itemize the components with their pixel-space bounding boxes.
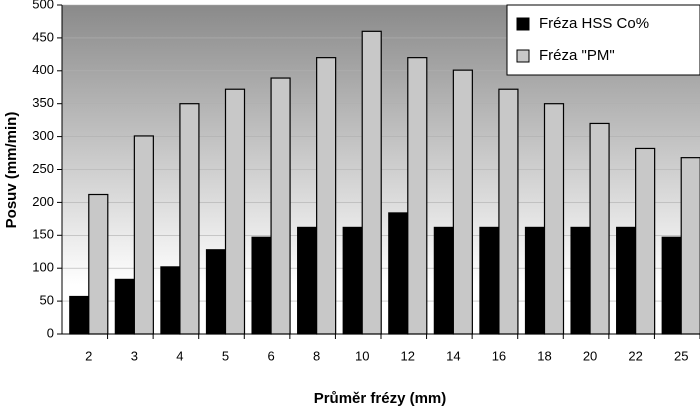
bar [224, 88, 246, 335]
legend-label: Fréza "PM" [539, 47, 615, 64]
bar [524, 226, 546, 335]
bar [270, 77, 291, 335]
bar [407, 57, 428, 335]
bar [133, 135, 154, 335]
bar [361, 30, 382, 335]
x-tick-label: 14 [446, 348, 460, 363]
bar [616, 226, 637, 335]
bar [205, 249, 227, 335]
y-tick-label: 350 [32, 95, 54, 110]
x-tick-label: 22 [628, 348, 642, 363]
bar [589, 122, 610, 335]
bar [498, 88, 519, 335]
y-tick-label: 250 [32, 161, 54, 176]
bar [316, 57, 337, 335]
x-tick-label: 20 [583, 348, 597, 363]
bar [433, 226, 454, 335]
x-tick-label: 6 [267, 348, 274, 363]
bar [570, 226, 591, 335]
x-tick-label: 3 [131, 348, 138, 363]
y-tick-label: 400 [32, 62, 54, 77]
bar [179, 103, 200, 335]
x-tick-label: 2 [85, 348, 92, 363]
bar [69, 295, 90, 335]
legend-swatch [516, 17, 530, 31]
y-axis-title: Posuv (mm/min) [3, 112, 20, 229]
x-tick-label: 25 [674, 348, 688, 363]
x-axis-title: Průměr frézy (mm) [314, 390, 447, 407]
y-tick-label: 500 [32, 0, 54, 11]
y-tick-label: 450 [32, 29, 54, 44]
y-tick-label: 150 [32, 227, 54, 242]
legend-label: Fréza HSS Co% [539, 15, 649, 32]
bar [635, 147, 656, 335]
bar [479, 226, 500, 335]
x-tick-label: 4 [176, 348, 183, 363]
y-tick-label: 50 [40, 293, 54, 308]
bar [114, 278, 135, 335]
legend-swatch [516, 49, 530, 63]
bar [342, 226, 363, 335]
x-tick-label: 18 [537, 348, 551, 363]
bar [388, 212, 409, 335]
legend-box [506, 4, 700, 76]
y-tick-label: 0 [47, 325, 54, 340]
bar [297, 226, 318, 335]
y-tick-label: 300 [32, 128, 54, 143]
x-tick-label: 5 [222, 348, 229, 363]
bar [452, 69, 473, 335]
bar [88, 193, 109, 335]
x-tick-label: 12 [401, 348, 415, 363]
bar [680, 157, 700, 335]
bar [543, 103, 565, 335]
bar [661, 236, 682, 335]
x-tick-label: 16 [492, 348, 506, 363]
y-tick-label: 100 [32, 260, 54, 275]
y-tick-label: 200 [32, 194, 54, 209]
bar [160, 266, 181, 335]
x-tick-label: 10 [355, 348, 369, 363]
x-tick-label: 8 [313, 348, 320, 363]
bar [251, 236, 272, 335]
